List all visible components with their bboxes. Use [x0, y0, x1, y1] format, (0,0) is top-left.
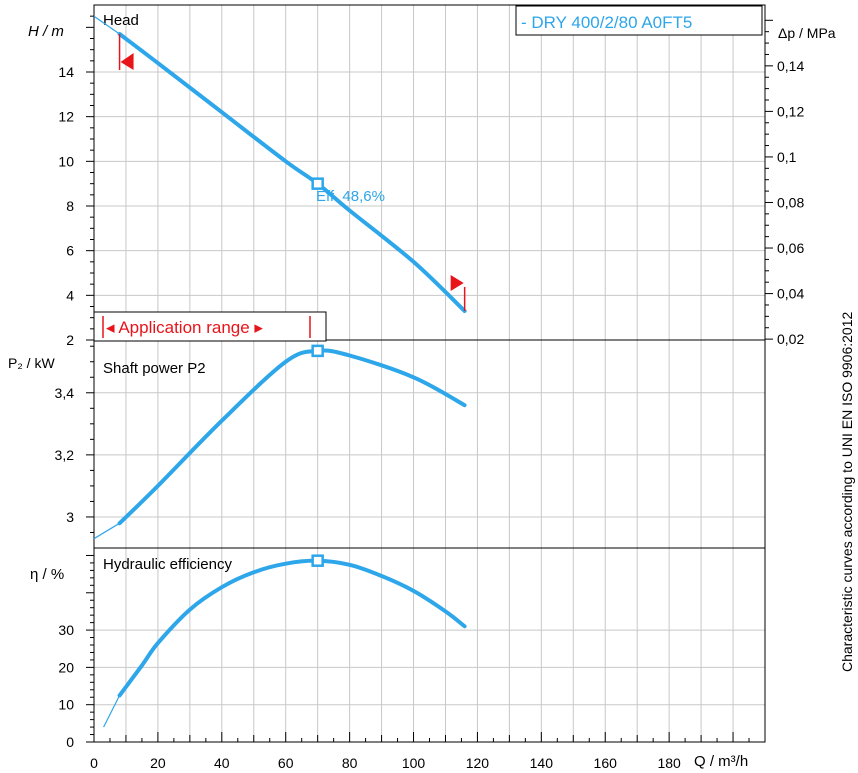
shaft-power-curve-extension	[93, 522, 120, 540]
efficiency-tick-label: 0	[66, 734, 74, 750]
x-axis-label: Q / m³/h	[694, 753, 748, 770]
power-panel-title: Shaft power P2	[103, 360, 206, 377]
efficiency-curve-extension	[103, 695, 121, 728]
shaft-power-curve-duty-point	[311, 344, 324, 358]
head-tick-label: 14	[58, 64, 74, 80]
x-tick-label: 40	[214, 755, 230, 771]
pressure-tick-label: 0,06	[777, 240, 804, 256]
head-tick-label: 8	[66, 198, 74, 214]
head-curve-duty-point	[311, 177, 324, 190]
head-panel-title: Head	[103, 12, 139, 29]
pressure-tick-label: 0,02	[777, 331, 804, 347]
x-tick-label: 180	[657, 755, 681, 771]
head-tick-label: 2	[66, 332, 74, 348]
pressure-tick-label: 0,14	[777, 58, 804, 74]
head-tick-label: 6	[66, 243, 74, 259]
x-tick-label: 80	[342, 755, 358, 771]
head-tick-label: 12	[58, 109, 74, 125]
efficiency-y-axis-label: η / %	[30, 566, 64, 583]
pressure-tick-label: 0,1	[777, 149, 797, 165]
legend-entry: - DRY 400/2/80 A0FT5	[521, 13, 692, 32]
x-tick-label: 100	[402, 755, 426, 771]
efficiency-curve-duty-point	[311, 554, 324, 567]
power-y-axis-label: P₂ / kW	[8, 355, 55, 371]
legend-box	[515, 5, 763, 36]
x-tick-label: 140	[530, 755, 554, 771]
standard-note: Characteristic curves according to UNI E…	[839, 312, 855, 672]
head-curve-extension	[93, 15, 120, 35]
pressure-tick-label: 0,12	[777, 103, 804, 119]
application-range-end-flag	[450, 274, 464, 291]
power-tick-label: 3,4	[55, 385, 75, 401]
efficiency-curve	[117, 558, 467, 698]
application-range-label: ◂ Application range ▸	[106, 318, 263, 337]
efficiency-tick-label: 30	[58, 622, 74, 638]
grid-lines	[94, 5, 765, 742]
curves	[93, 15, 467, 728]
x-tick-label: 20	[150, 755, 166, 771]
head-curve	[117, 32, 467, 313]
x-tick-label: 160	[594, 755, 618, 771]
x-tick-label: 60	[278, 755, 294, 771]
shaft-power-curve	[117, 348, 467, 526]
tick-labels: 0 20 40 60 80 100 120 140 160 18024681012140,020,…	[55, 58, 805, 771]
x-tick-label: 120	[466, 755, 490, 771]
head-y-axis-label: H / m	[28, 23, 64, 40]
duty-point-efficiency-label: Eff. 48,6%	[316, 188, 385, 205]
efficiency-panel-title: Hydraulic efficiency	[103, 556, 232, 573]
power-tick-label: 3,2	[55, 447, 75, 463]
head-tick-label: 10	[58, 153, 74, 169]
application-range-box	[93, 311, 327, 342]
efficiency-tick-label: 20	[58, 659, 74, 675]
head-tick-label: 4	[66, 287, 74, 303]
pressure-y-axis-label: Δp / MPa	[778, 25, 836, 41]
power-tick-label: 3	[66, 509, 74, 525]
pressure-tick-label: 0,08	[777, 194, 804, 210]
pressure-tick-label: 0,04	[777, 286, 804, 302]
efficiency-tick-label: 10	[58, 697, 74, 713]
application-range-start-flag	[120, 53, 134, 71]
x-tick-label: 0	[90, 755, 98, 771]
